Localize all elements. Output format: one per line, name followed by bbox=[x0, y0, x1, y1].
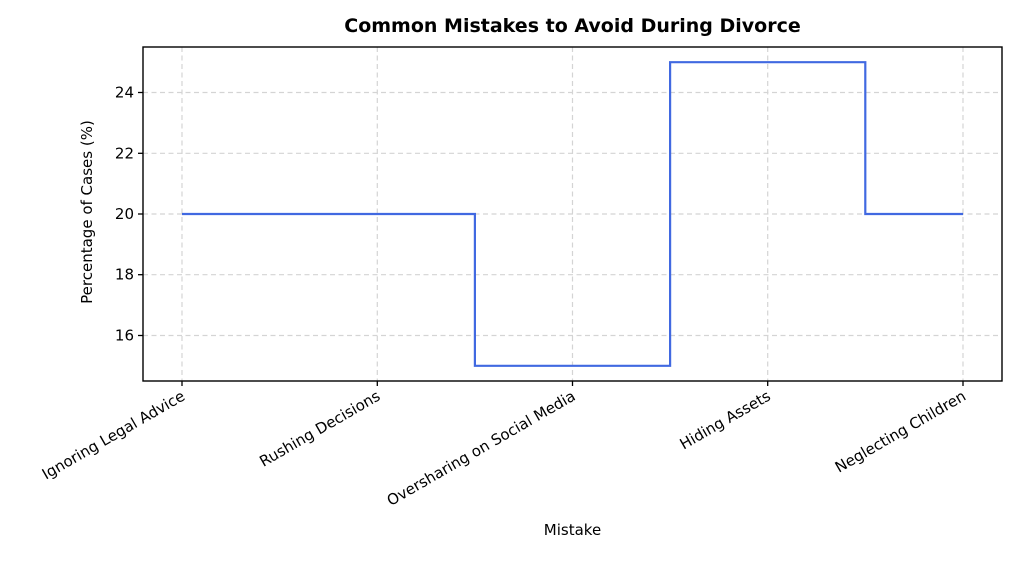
y-tick-label: 22 bbox=[115, 144, 134, 162]
x-axis-label: Mistake bbox=[543, 521, 602, 539]
y-axis-label-text: Percentage of Cases (%) bbox=[78, 120, 96, 304]
y-tick-label: 24 bbox=[115, 84, 134, 102]
step-line-series bbox=[182, 61, 963, 367]
y-tick-label: 18 bbox=[115, 266, 134, 284]
chart-title: Common Mistakes to Avoid During Divorce bbox=[344, 15, 801, 37]
y-tick-label: 16 bbox=[115, 327, 134, 345]
y-tick-label: 20 bbox=[115, 205, 134, 223]
